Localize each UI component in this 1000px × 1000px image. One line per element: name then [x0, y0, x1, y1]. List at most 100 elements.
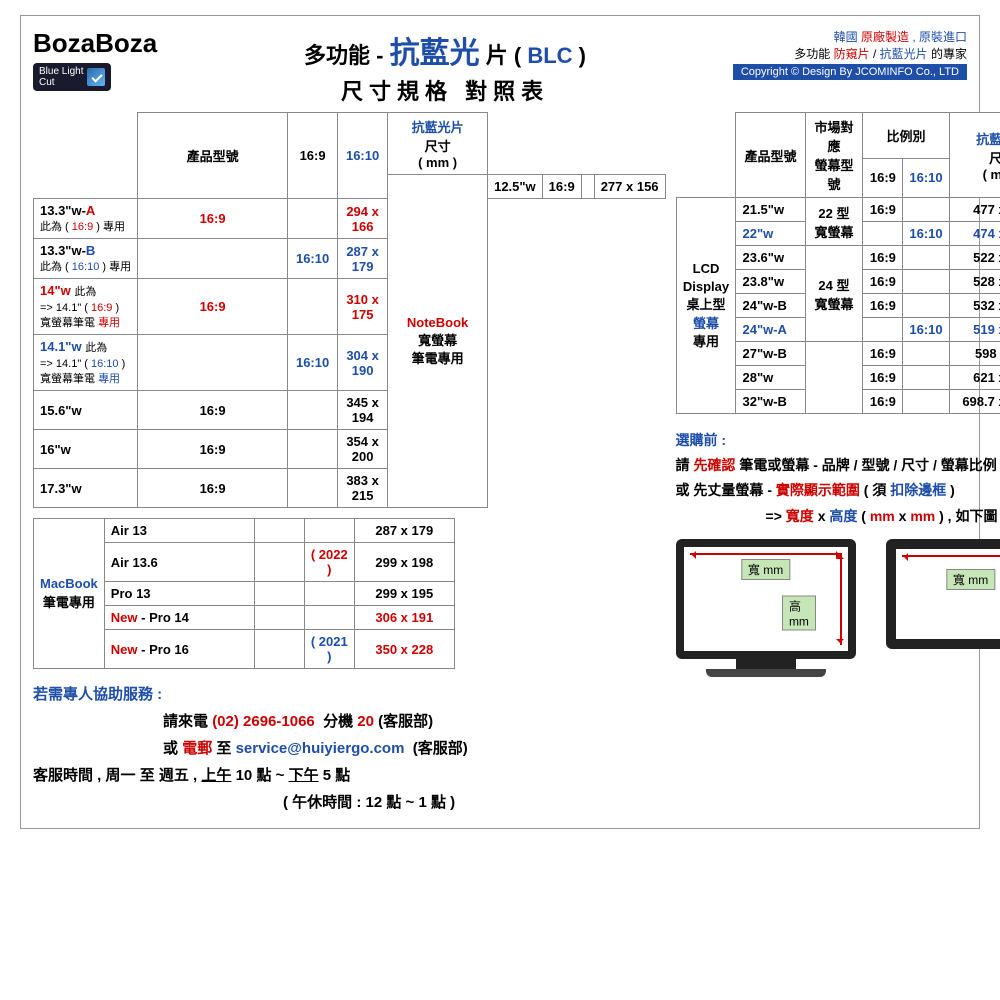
- lcd-sd: 螢幕: [693, 316, 719, 331]
- nb-r6-169: 16:9: [138, 430, 288, 469]
- nl4b: 寬度: [786, 508, 814, 524]
- lcd-se: 專用: [693, 334, 719, 349]
- lcd-r4-1610: [903, 294, 949, 318]
- mac-r2-m: Pro 13: [104, 582, 254, 606]
- nb-sidecell: NoteBook 寬螢幕 筆電專用: [388, 175, 488, 508]
- mac-sidecell: MacBook 筆電專用: [34, 519, 105, 669]
- nl4a: =>: [766, 508, 782, 524]
- nb-h-blc-t: 抗藍光片: [412, 120, 464, 135]
- c3e: 10: [236, 767, 253, 784]
- nb-r4-1610: 16:10: [288, 335, 338, 391]
- badge-icon: [87, 68, 105, 86]
- cr2b: 防窺片: [834, 47, 870, 61]
- nb-r5-169: 16:9: [138, 391, 288, 430]
- lcd-r5-d: 519 x 325: [949, 318, 1000, 342]
- c3d: 上午: [201, 767, 231, 784]
- title1-b: 抗藍光: [390, 37, 480, 70]
- mac-r0-y: [304, 519, 354, 543]
- title1-c: 片 (: [486, 43, 521, 68]
- nb-r0-1610: [581, 175, 594, 199]
- nb-r2-d: 287 x 179: [338, 239, 388, 279]
- mac-r0-d: 287 x 179: [354, 519, 454, 543]
- table-row: MacBook 筆電專用 Air 13 287 x 179: [34, 519, 455, 543]
- notebook-table: 產品型號 16:9 16:10 抗藍光片 尺寸 ( mm ) NoteBook …: [33, 112, 666, 508]
- lcd-sc: 桌上型: [687, 297, 726, 312]
- nb-side-b: 寬螢幕: [418, 333, 457, 348]
- table-row: 17.3"w 16:9 383 x 215: [34, 469, 666, 508]
- mac-r4-m: New - Pro 16: [104, 630, 254, 669]
- nb-r0-d: 277 x 156: [594, 175, 665, 199]
- nb-h-mm: ( mm ): [418, 155, 457, 170]
- table-row: 13.3"w-A 此為 ( 16:9 ) 專用 16:9 294 x 166: [34, 199, 666, 239]
- nb-r5-1610: [288, 391, 338, 430]
- c3g: ~: [276, 767, 285, 784]
- contact-l1: 請來電 (02) 2696-1066 分機 20 (客服部): [163, 708, 666, 735]
- right-side: 產品型號 市場對應 螢幕型號 比例別 抗藍光片 尺寸 ( mm ) 16:9 1…: [676, 112, 1000, 677]
- lcd-r3-d: 528 x 297: [949, 270, 1000, 294]
- mac-side-b: 筆電專用: [43, 595, 95, 610]
- c2a: 或: [163, 740, 178, 757]
- lcd-r1-d: 474 x 297: [949, 222, 1000, 246]
- lcd-r7-d: 621 x 341: [949, 366, 1000, 390]
- cr2d: 抗藍光片: [880, 47, 928, 61]
- copyright-block: 韓國 原廠製造 , 原裝進口 多功能 防窺片 / 抗藍光片 的專家 Copyri…: [733, 28, 967, 80]
- c1a: 請來電: [163, 713, 208, 730]
- lcd-r7-1610: [903, 366, 949, 390]
- lcd-h-blc: 抗藍光片 尺寸 ( mm ): [949, 113, 1000, 198]
- c3h: 下午: [289, 767, 319, 784]
- desktop-monitor-icon: 寬 mm 高mm: [676, 539, 856, 677]
- nb-h-model: 產品型號: [138, 113, 288, 199]
- table-row: 15.6"w 16:9 345 x 194: [34, 391, 666, 430]
- monitors-diagram: 寬 mm 高mm 寬 mm 高mm: [676, 539, 1000, 677]
- header: BozaBoza Blue Light Cut 多功能 - 抗藍光 片 ( BL…: [33, 28, 967, 106]
- left-tables: 產品型號 16:9 16:10 抗藍光片 尺寸 ( mm ) NoteBook …: [33, 112, 666, 816]
- c3a: 客服時間 , 周一: [33, 767, 136, 784]
- tables-row: 產品型號 16:9 16:10 抗藍光片 尺寸 ( mm ) NoteBook …: [33, 112, 967, 816]
- mac-r3-m: New - Pro 14: [104, 606, 254, 630]
- lcd-r6-d: 598 x337: [949, 342, 1000, 366]
- table-row: 13.3"w-B 此為 ( 16:10 ) 專用 16:10 287 x 179: [34, 239, 666, 279]
- height-label: 高mm: [782, 595, 816, 630]
- nl4c: x: [818, 508, 826, 524]
- contact-l3: 客服時間 , 周一 至 週五 , 上午 10 點 ~ 下午 5 點: [33, 762, 666, 789]
- mac-r1-m: Air 13.6: [104, 543, 254, 582]
- nb-r3-d: 310 x 175: [338, 279, 388, 335]
- nb-r5-d: 345 x 194: [338, 391, 388, 430]
- lcd-r0-mka: 22 型: [818, 206, 849, 221]
- c2c: 至: [216, 740, 231, 757]
- nl3a: 或 先丈量螢幕 -: [676, 482, 772, 498]
- lcd-r3-m: 23.8"w: [736, 270, 805, 294]
- cr1a: 韓國: [834, 30, 858, 44]
- title1-e: ): [579, 43, 586, 68]
- blue-light-badge: Blue Light Cut: [33, 63, 111, 91]
- lcd-r2-d: 522 x 294: [949, 246, 1000, 270]
- table-row: 14"w 此為 => 14.1" ( 16:9 ) 寬螢幕筆電 專用 16:9 …: [34, 279, 666, 335]
- nb-side-a: NoteBook: [407, 315, 468, 330]
- macbook-table: MacBook 筆電專用 Air 13 287 x 179 Air 13.6 (…: [33, 518, 455, 669]
- lcd-r8-1610: [903, 390, 949, 414]
- contact-l2: 或 電郵 至 service@huiyiergo.com (客服部): [163, 735, 666, 762]
- lcd-r0-1610: [903, 198, 949, 222]
- nb-r6-1610: [288, 430, 338, 469]
- nl3c: ( 須: [864, 482, 887, 498]
- lcd-r0-m: 21.5"w: [736, 198, 805, 222]
- nb-r3-m: 14"w 此為 => 14.1" ( 16:9 ) 寬螢幕筆電 專用: [34, 279, 138, 335]
- mac-r2-y: [304, 582, 354, 606]
- mac-r1-y: ( 2022 ): [304, 543, 354, 582]
- document-frame: BozaBoza Blue Light Cut 多功能 - 抗藍光 片 ( BL…: [20, 15, 980, 829]
- nl3d: 扣除邊框: [890, 482, 946, 498]
- lcd-r3-169: 16:9: [863, 270, 903, 294]
- c2b: 電郵: [182, 740, 212, 757]
- nb-header-row: 產品型號 16:9 16:10 抗藍光片 尺寸 ( mm ): [34, 113, 666, 175]
- laptop-monitor-icon: 寬 mm 高mm: [886, 539, 1000, 677]
- nb-r4-d: 304 x 190: [338, 335, 388, 391]
- width-label: 寬 mm: [946, 569, 995, 590]
- cr2a: 多功能: [794, 47, 830, 61]
- nb-r1-169: 16:9: [138, 199, 288, 239]
- c3j: 點: [335, 767, 350, 784]
- cr2c: /: [873, 47, 876, 61]
- nb-r7-d: 383 x 215: [338, 469, 388, 508]
- lcd-h-market: 市場對應 螢幕型號: [805, 113, 863, 198]
- nb-h-size: 尺寸: [425, 139, 451, 154]
- lcd-hm1: 市場對應: [814, 120, 853, 154]
